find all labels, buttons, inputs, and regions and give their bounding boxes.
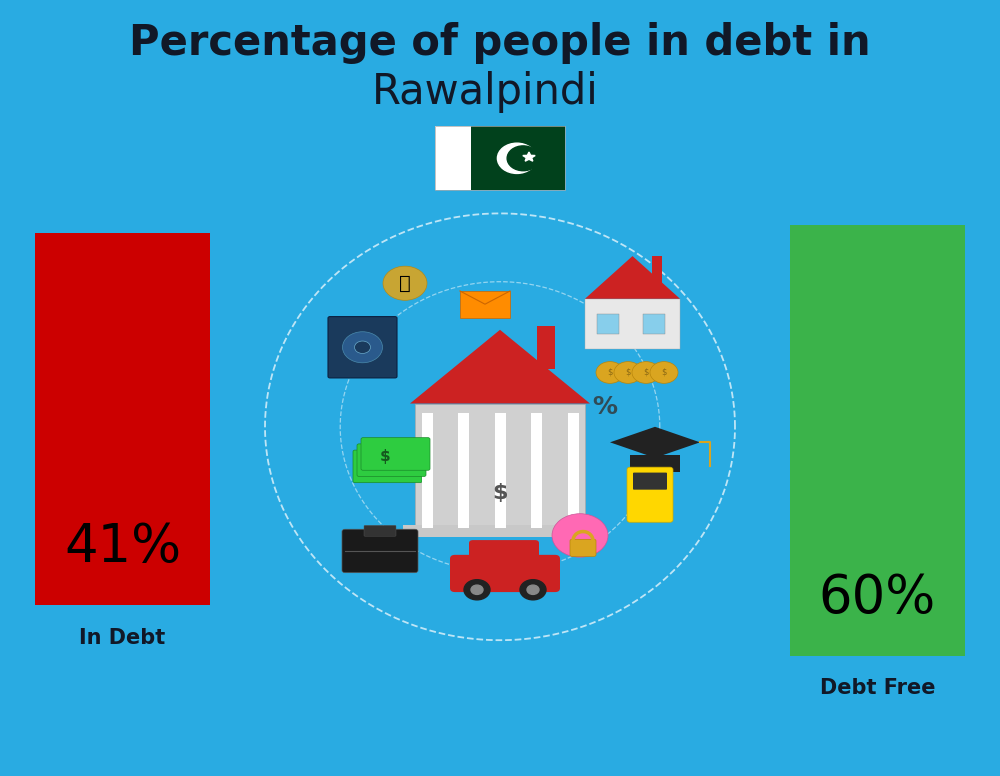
FancyBboxPatch shape: [342, 529, 418, 573]
Polygon shape: [410, 330, 590, 404]
Circle shape: [520, 580, 546, 600]
Text: $: $: [625, 368, 631, 377]
Bar: [652, 256, 662, 283]
FancyBboxPatch shape: [364, 525, 396, 536]
Bar: [471, 126, 565, 190]
Bar: [537, 326, 555, 369]
FancyBboxPatch shape: [460, 291, 510, 318]
Circle shape: [632, 362, 660, 383]
Circle shape: [507, 146, 539, 171]
Circle shape: [471, 585, 483, 594]
Bar: [568, 414, 579, 528]
Bar: [494, 414, 506, 528]
FancyBboxPatch shape: [353, 450, 422, 483]
Circle shape: [464, 580, 490, 600]
Circle shape: [497, 143, 536, 173]
Text: Rawalpindi: Rawalpindi: [372, 71, 598, 113]
Bar: [458, 414, 469, 528]
Circle shape: [383, 266, 427, 300]
Text: 60%: 60%: [819, 571, 936, 624]
Bar: [415, 404, 585, 528]
FancyBboxPatch shape: [587, 527, 601, 535]
Bar: [643, 314, 665, 334]
Text: Debt Free: Debt Free: [820, 678, 935, 698]
Bar: [35, 233, 210, 605]
Bar: [585, 299, 680, 349]
Circle shape: [552, 514, 608, 557]
FancyBboxPatch shape: [469, 540, 539, 568]
Text: 🦅: 🦅: [399, 274, 411, 293]
Bar: [422, 414, 433, 528]
Bar: [403, 525, 597, 537]
Circle shape: [527, 585, 539, 594]
Bar: [435, 126, 471, 190]
Text: $: $: [607, 368, 613, 377]
Bar: [790, 225, 965, 656]
Bar: [435, 126, 565, 190]
Polygon shape: [610, 427, 700, 458]
Text: In Debt: In Debt: [79, 628, 166, 648]
Text: $: $: [492, 483, 508, 503]
Text: Percentage of people in debt in: Percentage of people in debt in: [129, 22, 871, 64]
Bar: [630, 455, 680, 472]
Text: $: $: [380, 449, 390, 464]
FancyBboxPatch shape: [570, 539, 596, 556]
Text: $: $: [643, 368, 649, 377]
FancyBboxPatch shape: [357, 444, 426, 476]
Text: $: $: [661, 368, 667, 377]
Text: %: %: [592, 396, 618, 419]
Polygon shape: [585, 256, 680, 299]
FancyBboxPatch shape: [450, 555, 560, 592]
Circle shape: [596, 362, 624, 383]
Polygon shape: [523, 152, 535, 161]
Bar: [597, 314, 619, 334]
FancyBboxPatch shape: [328, 317, 397, 378]
FancyBboxPatch shape: [633, 473, 667, 490]
FancyBboxPatch shape: [361, 438, 430, 470]
Text: 41%: 41%: [64, 521, 181, 573]
Circle shape: [342, 332, 382, 362]
Circle shape: [354, 341, 370, 353]
Circle shape: [614, 362, 642, 383]
Bar: [531, 414, 542, 528]
FancyBboxPatch shape: [627, 467, 673, 522]
Circle shape: [650, 362, 678, 383]
